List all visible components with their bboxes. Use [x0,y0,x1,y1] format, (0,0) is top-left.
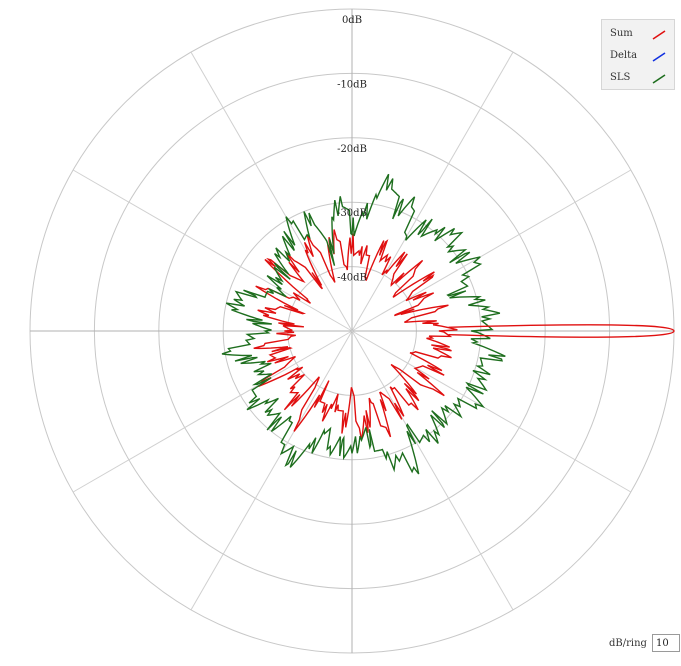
grid-spoke [190,330,353,611]
legend-label-sum: Sum [610,28,633,39]
ring-label: -10dB [337,79,367,90]
ring-label: -40dB [337,273,367,284]
grid-spoke [351,169,632,332]
legend-swatch-delta [652,52,666,62]
series-sum-main-lobe [448,324,675,338]
grid-spoke [351,51,514,332]
grid-spoke [190,51,353,332]
grid-spoke [72,330,353,493]
legend-item-sum: Sum [610,28,633,39]
grid-spoke [351,330,632,493]
ring-labels: 0dB -10dB -20dB -30dB -40dB [337,15,367,284]
ring-label: -30dB [337,208,367,219]
grid-spoke [72,169,353,332]
legend: Sum Delta SLS [601,19,675,90]
polar-grid [29,8,675,654]
legend-label-delta: Delta [610,50,638,61]
db-per-ring-input[interactable] [652,634,680,652]
legend-swatch-sls [652,74,666,84]
legend-label-sls: SLS [610,72,631,83]
series-sls-line [221,173,506,475]
series-layer [221,173,675,475]
ring-label: 0dB [342,15,362,26]
db-per-ring-label: dB/ring [609,638,647,649]
grid-spoke [351,330,514,611]
legend-swatch-sum [652,30,666,40]
ring-label: -20dB [337,144,367,155]
db-per-ring-control: dB/ring [604,633,680,655]
legend-item-sls: SLS [610,72,630,83]
legend-item-delta: Delta [610,50,637,61]
series-sum-line [253,229,458,441]
